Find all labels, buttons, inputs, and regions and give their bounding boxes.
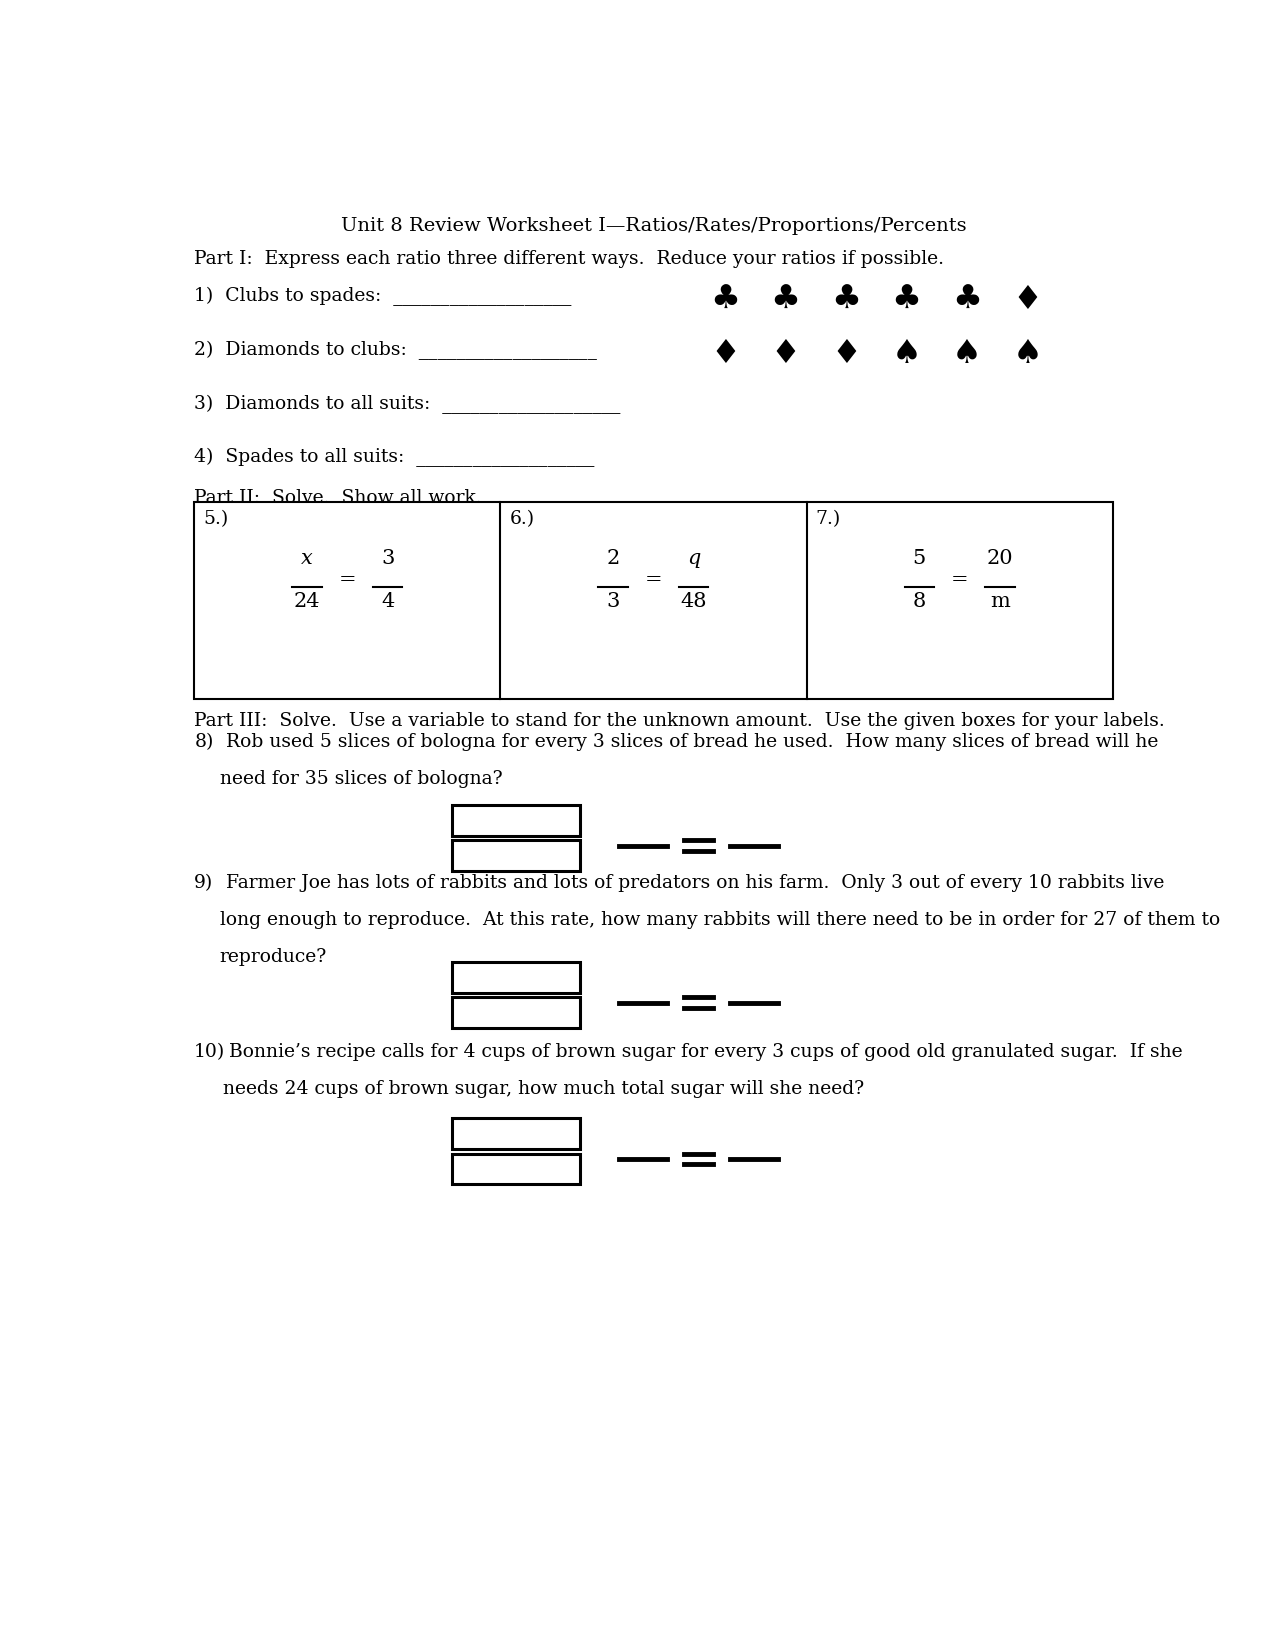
Text: 2)  Diamonds to clubs:  ___________________: 2) Diamonds to clubs: __________________…	[194, 340, 597, 360]
Text: ♦: ♦	[710, 338, 740, 370]
Bar	[451, 997, 580, 1028]
Bar	[451, 1119, 580, 1148]
Text: 24: 24	[293, 592, 320, 610]
Bar	[194, 502, 1113, 698]
Text: 4)  Spades to all suits:  ___________________: 4) Spades to all suits: ________________…	[194, 449, 594, 467]
Text: needs 24 cups of brown sugar, how much total sugar will she need?: needs 24 cups of brown sugar, how much t…	[223, 1081, 864, 1099]
Text: 8: 8	[913, 592, 926, 610]
Text: ♠: ♠	[1012, 338, 1043, 370]
Text: ♠: ♠	[891, 338, 922, 370]
Text: =: =	[338, 571, 356, 589]
Text: ♣: ♣	[770, 284, 801, 317]
Text: 3)  Diamonds to all suits:  ___________________: 3) Diamonds to all suits: ______________…	[194, 394, 621, 414]
Text: 3: 3	[607, 592, 620, 610]
Text: 2: 2	[607, 548, 620, 568]
Text: 9): 9)	[194, 874, 213, 893]
Text: Part I:  Express each ratio three different ways.  Reduce your ratios if possibl: Part I: Express each ratio three differe…	[194, 251, 945, 269]
Text: 20: 20	[987, 548, 1014, 568]
Text: =: =	[645, 571, 662, 589]
Text: 6.): 6.)	[510, 510, 534, 528]
Text: 5.): 5.)	[204, 510, 228, 528]
Text: 10): 10)	[194, 1043, 226, 1061]
Bar	[451, 840, 580, 871]
Text: long enough to reproduce.  At this rate, how many rabbits will there need to be : long enough to reproduce. At this rate, …	[219, 911, 1220, 929]
Text: Part III:  Solve.  Use a variable to stand for the unknown amount.  Use the give: Part III: Solve. Use a variable to stand…	[194, 713, 1165, 731]
Text: ♦: ♦	[831, 338, 861, 370]
Text: ♣: ♣	[710, 284, 740, 317]
Text: ♦: ♦	[1012, 284, 1043, 317]
Text: 3: 3	[381, 548, 394, 568]
Text: ♦: ♦	[770, 338, 801, 370]
Text: Farmer Joe has lots of rabbits and lots of predators on his farm.  Only 3 out of: Farmer Joe has lots of rabbits and lots …	[219, 874, 1164, 893]
Text: ♣: ♣	[952, 284, 982, 317]
Text: 8): 8)	[194, 733, 214, 751]
Text: ♠: ♠	[952, 338, 982, 370]
Text: =: =	[951, 571, 969, 589]
Text: need for 35 slices of bologna?: need for 35 slices of bologna?	[219, 771, 502, 789]
Text: 48: 48	[681, 592, 706, 610]
Text: reproduce?: reproduce?	[219, 949, 328, 965]
Text: Bonnie’s recipe calls for 4 cups of brown sugar for every 3 cups of good old gra: Bonnie’s recipe calls for 4 cups of brow…	[223, 1043, 1182, 1061]
Bar	[451, 962, 580, 993]
Text: 4: 4	[381, 592, 394, 610]
Bar	[451, 1153, 580, 1185]
Bar	[451, 805, 580, 835]
Text: Rob used 5 slices of bologna for every 3 slices of bread he used.  How many slic: Rob used 5 slices of bologna for every 3…	[219, 733, 1158, 751]
Text: x: x	[301, 548, 312, 568]
Text: q: q	[687, 548, 700, 568]
Text: 7.): 7.)	[816, 510, 842, 528]
Text: ♣: ♣	[831, 284, 861, 317]
Text: 5: 5	[913, 548, 926, 568]
Text: Part II:  Solve.  Show all work.: Part II: Solve. Show all work.	[194, 488, 482, 507]
Text: 1)  Clubs to spades:  ___________________: 1) Clubs to spades: ___________________	[194, 287, 571, 305]
Text: Unit 8 Review Worksheet I—Ratios/Rates/Proportions/Percents: Unit 8 Review Worksheet I—Ratios/Rates/P…	[340, 218, 966, 236]
Text: m: m	[989, 592, 1010, 610]
Text: ♣: ♣	[891, 284, 922, 317]
